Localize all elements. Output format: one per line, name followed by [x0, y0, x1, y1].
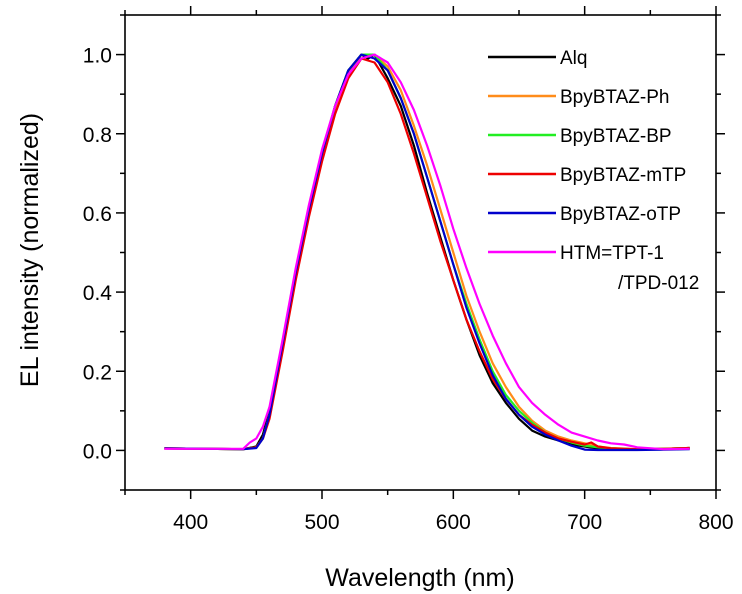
legend-label-5: BpyBTAZ-oTP	[560, 204, 681, 225]
y-tick-label: 0.0	[83, 440, 112, 463]
series-line-4	[164, 57, 690, 451]
x-axis-label: Wavelength (nm)	[325, 564, 514, 592]
legend-label-6: HTM=TPT-1/TPD-012	[560, 243, 699, 294]
legend-label-3: BpyBTAZ-BP	[560, 126, 672, 147]
x-axis: 400 500 600 700 800	[124, 6, 734, 534]
y-tick-label: 1.0	[83, 45, 112, 68]
x-tick-label: 800	[698, 511, 733, 534]
x-tick-label: 600	[436, 511, 471, 534]
legend: Alq BpyBTAZ-Ph BpyBTAZ-BP BpyBTAZ-mTP BpyBTA…	[488, 48, 699, 294]
y-tick-label: 0.2	[83, 361, 112, 384]
y-tick-label: 0.8	[83, 124, 112, 147]
series-lines	[164, 53, 690, 452]
x-tick-label: 700	[567, 511, 602, 534]
y-tick-label: 0.6	[83, 203, 112, 226]
series-line-6	[164, 53, 690, 451]
legend-label-1: Alq	[560, 48, 587, 69]
y-axis-label: EL intensity (normalized)	[16, 113, 44, 387]
x-tick-label: 500	[304, 511, 339, 534]
legend-label-4: BpyBTAZ-mTP	[560, 165, 686, 186]
y-tick-label: 0.4	[83, 282, 113, 305]
legend-label-2: BpyBTAZ-Ph	[560, 87, 669, 108]
y-axis: 0.0 0.2 0.4 0.6 0.8 1.0	[83, 14, 725, 491]
x-tick-label: 400	[173, 511, 208, 534]
